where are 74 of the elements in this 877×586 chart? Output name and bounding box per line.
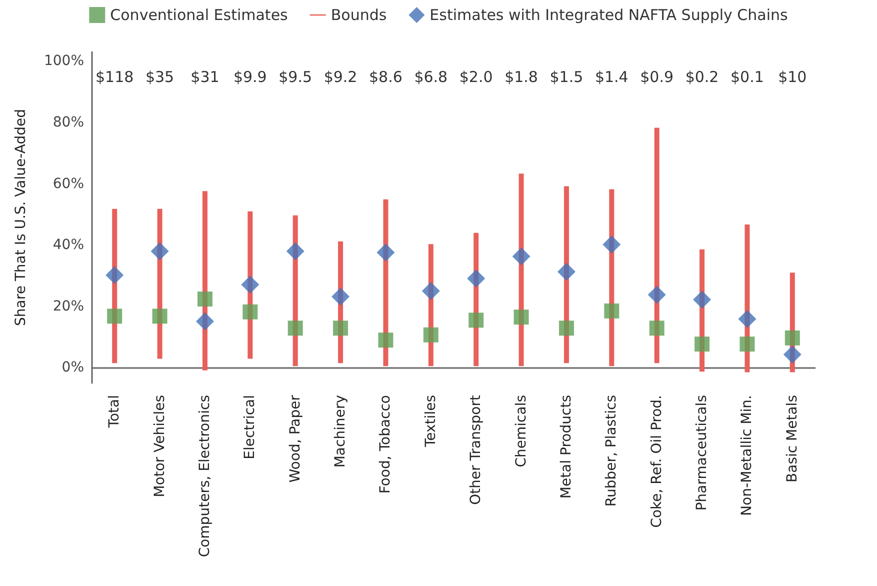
y-tick-label: 40% — [52, 237, 84, 254]
point — [557, 262, 576, 281]
annotation: $31 — [190, 68, 220, 86]
point — [783, 345, 802, 364]
annotation: $9.9 — [233, 68, 267, 86]
y-tick-label: 20% — [52, 298, 84, 314]
point — [648, 286, 666, 304]
x-tick-label: Computers, Electronics — [196, 395, 213, 558]
annotation: $10 — [778, 68, 807, 86]
y-tick-label: 80% — [52, 114, 84, 130]
annotation: $1.5 — [550, 68, 584, 86]
annotation: $9.2 — [324, 68, 358, 86]
x-tick-label: Basic Metals — [784, 395, 800, 482]
x-tick-label: Chemicals — [513, 395, 530, 468]
point — [694, 336, 710, 352]
annotation: $8.6 — [369, 68, 402, 86]
x-tick-label: Non-Metallic Min. — [739, 395, 756, 516]
y-tick-label: 100% — [44, 53, 84, 70]
legend-label: Conventional Estimates — [110, 6, 288, 24]
point — [376, 243, 395, 262]
annotation: $118 — [96, 68, 134, 86]
x-tick-label: Wood, Paper — [287, 394, 304, 483]
annotation: $6.8 — [414, 68, 448, 86]
point — [422, 282, 440, 300]
point — [152, 308, 168, 324]
annotation: $0.2 — [685, 68, 719, 86]
point — [378, 332, 394, 348]
point — [332, 288, 350, 306]
point — [738, 310, 756, 328]
y-tick-label: 60% — [52, 176, 84, 192]
legend-label: Estimates with Integrated NAFTA Supply Chains — [430, 6, 788, 24]
point — [197, 292, 212, 307]
y-tick-label: 0% — [62, 360, 84, 376]
x-tick-label: Textiles — [422, 395, 439, 448]
point — [784, 330, 800, 346]
annotation: $0.9 — [640, 68, 674, 86]
x-tick-label: Other Transport — [468, 394, 484, 505]
point — [604, 303, 620, 318]
point — [693, 290, 712, 309]
point — [602, 235, 621, 254]
point — [106, 266, 124, 284]
legend-label: Bounds — [330, 6, 387, 24]
point — [150, 242, 169, 260]
point — [286, 242, 304, 260]
point — [196, 312, 214, 330]
annotation: $9.5 — [278, 68, 312, 86]
point — [333, 320, 348, 336]
point — [467, 269, 486, 288]
point — [242, 304, 258, 320]
x-tick-label: Coke, Ref. Oil Prod. — [648, 395, 665, 528]
point — [740, 336, 755, 352]
point — [107, 308, 122, 324]
point — [423, 327, 438, 342]
x-tick-label: Rubber, Plastics — [604, 395, 620, 507]
point — [512, 247, 530, 266]
x-tick-label: Food, Tobacco — [378, 395, 394, 494]
x-tick-label: Metal Products — [558, 395, 574, 499]
point — [468, 312, 484, 328]
x-tick-label: Pharmaceuticals — [694, 395, 710, 511]
annotation: $1.4 — [594, 68, 628, 86]
annotation: $1.8 — [504, 68, 538, 86]
point — [288, 320, 303, 336]
point — [241, 276, 260, 294]
x-tick-label: Electrical — [242, 395, 258, 460]
y-axis-title: Share That Is U.S. Value-Added — [13, 109, 29, 326]
annotation: $0.1 — [730, 68, 764, 86]
annotation: $35 — [145, 68, 174, 86]
point — [649, 320, 664, 336]
x-tick-label: Total — [106, 395, 123, 429]
x-tick-label: Motor Vehicles — [152, 395, 168, 498]
point — [558, 320, 574, 336]
point — [514, 310, 529, 325]
x-tick-label: Machinery — [332, 395, 349, 468]
annotation: $2.0 — [459, 68, 493, 86]
